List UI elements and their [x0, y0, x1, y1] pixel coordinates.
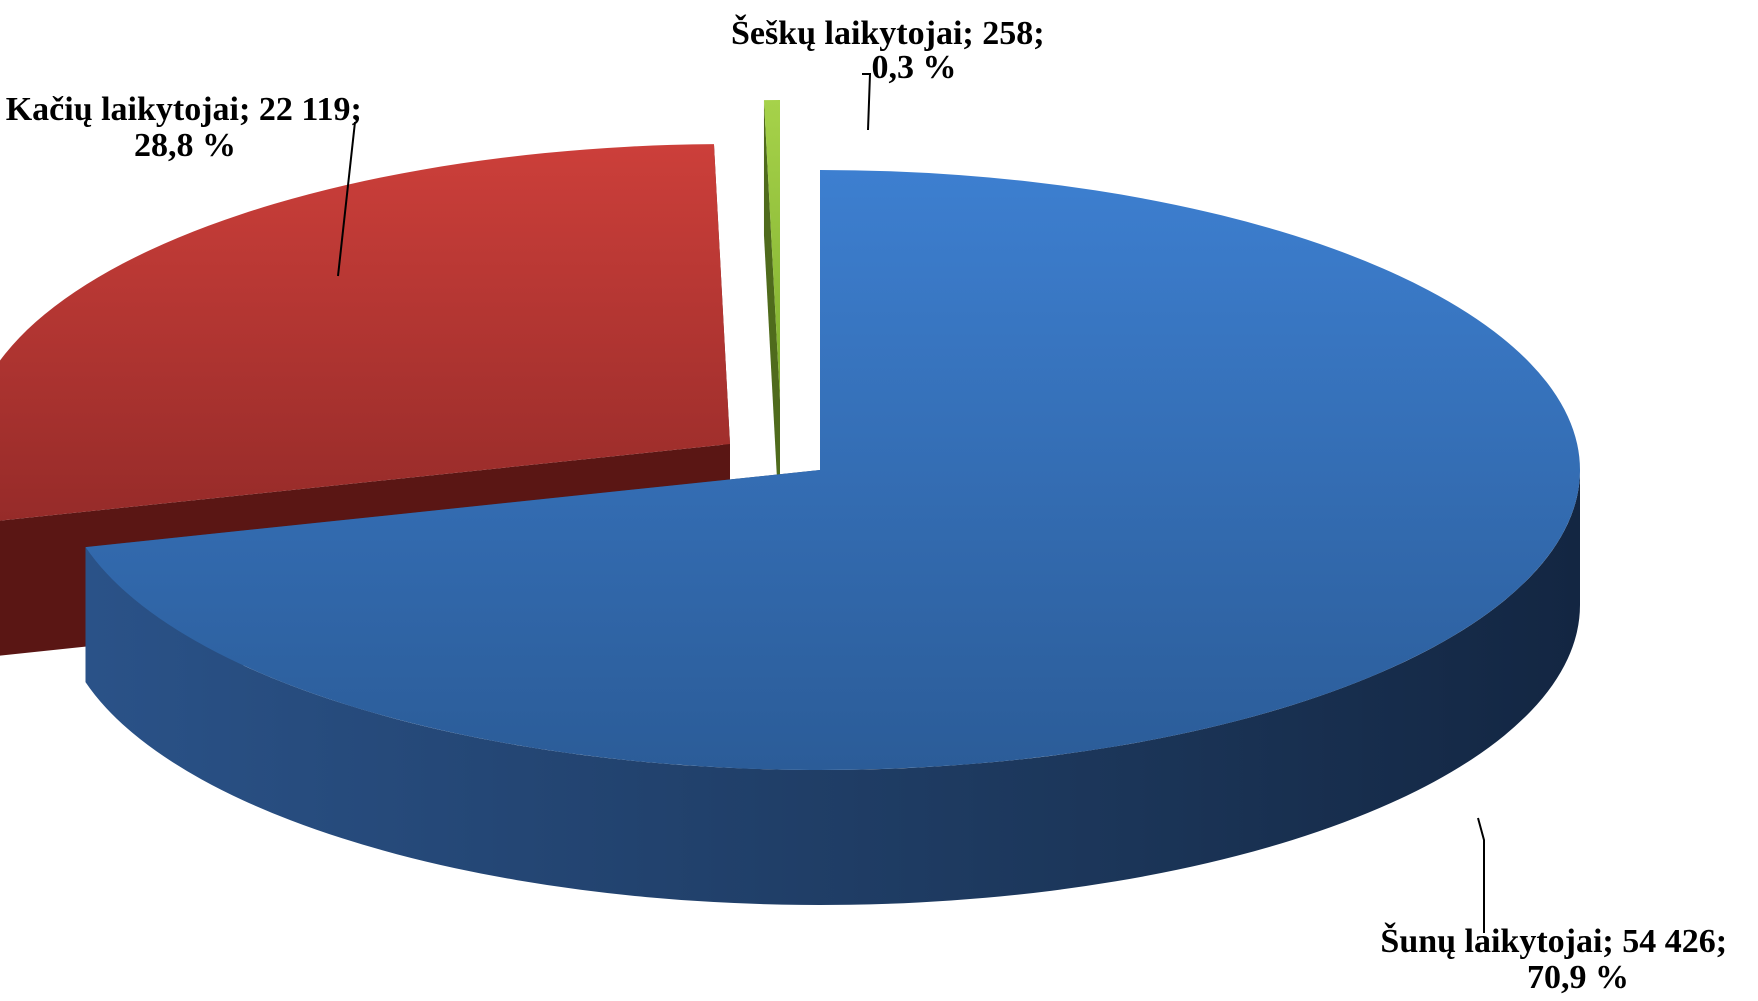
pie-slice-ferret-top	[763, 100, 780, 400]
pie-slice-ferret-wall-0	[763, 100, 780, 535]
pie-slice-dog	[85, 170, 1581, 906]
leader-line-dog	[1477, 817, 1485, 933]
pie-slice-dog-side	[85, 470, 1581, 906]
slice-label-ferret-line1: Šeškų laikytojai; 258;	[731, 14, 1045, 52]
slice-label-dog-line1: Šunų laikytojai; 54 426;	[1380, 922, 1727, 960]
leader-line-cat	[337, 121, 356, 277]
slice-label-ferret-line2: 0,3 %	[872, 49, 957, 86]
slice-label-dog-line2: 70,9 %	[1527, 959, 1629, 996]
slice-label-dog: Šunų laikytojai; 54 426; 70,9 %	[1380, 922, 1735, 996]
pie-slice-ferret	[763, 100, 780, 535]
leader-line-ferret	[862, 73, 872, 131]
slice-label-ferret: Šeškų laikytojai; 258; 0,3 %	[731, 14, 1053, 86]
pie-slice-dog-top	[85, 170, 1581, 770]
slice-label-cat-line1: Kačių laikytojai; 22 119;	[6, 91, 362, 128]
pie-slice-cat-top	[0, 144, 730, 521]
slice-label-cat-line2: 28,8 %	[134, 127, 236, 164]
slice-label-cat: Kačių laikytojai; 22 119; 28,8 %	[6, 91, 371, 164]
